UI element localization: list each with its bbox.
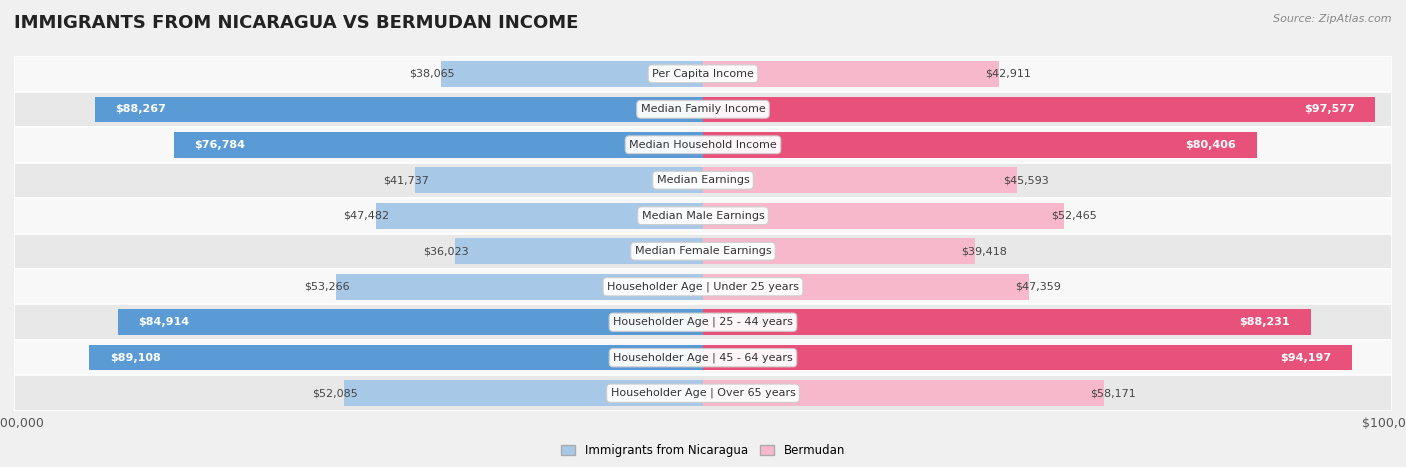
- Bar: [336, 274, 703, 299]
- Text: $88,267: $88,267: [115, 104, 166, 114]
- Text: $76,784: $76,784: [194, 140, 246, 150]
- Text: Median Earnings: Median Earnings: [657, 175, 749, 185]
- Text: $52,465: $52,465: [1050, 211, 1097, 221]
- Text: $97,577: $97,577: [1303, 104, 1354, 114]
- Bar: [14, 92, 1392, 127]
- Bar: [703, 345, 1353, 370]
- Text: $45,593: $45,593: [1004, 175, 1049, 185]
- Bar: [703, 203, 1064, 228]
- Bar: [14, 127, 1392, 163]
- Bar: [14, 163, 1392, 198]
- Bar: [118, 310, 703, 335]
- Bar: [703, 132, 1257, 157]
- Bar: [703, 168, 1017, 193]
- Text: $53,266: $53,266: [304, 282, 350, 292]
- Bar: [703, 310, 1310, 335]
- Bar: [344, 381, 703, 406]
- Text: $47,482: $47,482: [343, 211, 389, 221]
- Text: $80,406: $80,406: [1185, 140, 1236, 150]
- Text: Median Male Earnings: Median Male Earnings: [641, 211, 765, 221]
- Text: $38,065: $38,065: [409, 69, 454, 79]
- Bar: [375, 203, 703, 228]
- Text: $94,197: $94,197: [1281, 353, 1331, 363]
- Text: Median Household Income: Median Household Income: [628, 140, 778, 150]
- Text: $42,911: $42,911: [984, 69, 1031, 79]
- Text: $36,023: $36,023: [423, 246, 468, 256]
- Bar: [14, 198, 1392, 234]
- Bar: [703, 239, 974, 264]
- Text: Householder Age | Under 25 years: Householder Age | Under 25 years: [607, 282, 799, 292]
- Bar: [174, 132, 703, 157]
- Bar: [454, 239, 703, 264]
- Bar: [703, 274, 1029, 299]
- Text: $84,914: $84,914: [139, 317, 190, 327]
- Text: Per Capita Income: Per Capita Income: [652, 69, 754, 79]
- Bar: [14, 375, 1392, 411]
- Text: $88,231: $88,231: [1240, 317, 1291, 327]
- Text: Householder Age | Over 65 years: Householder Age | Over 65 years: [610, 388, 796, 398]
- Bar: [14, 269, 1392, 304]
- Text: Householder Age | 45 - 64 years: Householder Age | 45 - 64 years: [613, 353, 793, 363]
- Bar: [703, 61, 998, 86]
- Bar: [89, 345, 703, 370]
- Bar: [440, 61, 703, 86]
- Bar: [703, 97, 1375, 122]
- Text: Median Family Income: Median Family Income: [641, 104, 765, 114]
- Bar: [14, 56, 1392, 92]
- Text: IMMIGRANTS FROM NICARAGUA VS BERMUDAN INCOME: IMMIGRANTS FROM NICARAGUA VS BERMUDAN IN…: [14, 14, 578, 32]
- Text: Source: ZipAtlas.com: Source: ZipAtlas.com: [1274, 14, 1392, 24]
- Bar: [94, 97, 703, 122]
- Text: $52,085: $52,085: [312, 388, 359, 398]
- Text: $41,737: $41,737: [384, 175, 429, 185]
- Text: $89,108: $89,108: [110, 353, 160, 363]
- Text: Householder Age | 25 - 44 years: Householder Age | 25 - 44 years: [613, 317, 793, 327]
- Legend: Immigrants from Nicaragua, Bermudan: Immigrants from Nicaragua, Bermudan: [557, 439, 849, 462]
- Text: $47,359: $47,359: [1015, 282, 1062, 292]
- Bar: [14, 340, 1392, 375]
- Text: $39,418: $39,418: [960, 246, 1007, 256]
- Text: Median Female Earnings: Median Female Earnings: [634, 246, 772, 256]
- Bar: [415, 168, 703, 193]
- Bar: [703, 381, 1104, 406]
- Bar: [14, 304, 1392, 340]
- Text: $58,171: $58,171: [1090, 388, 1136, 398]
- Bar: [14, 234, 1392, 269]
